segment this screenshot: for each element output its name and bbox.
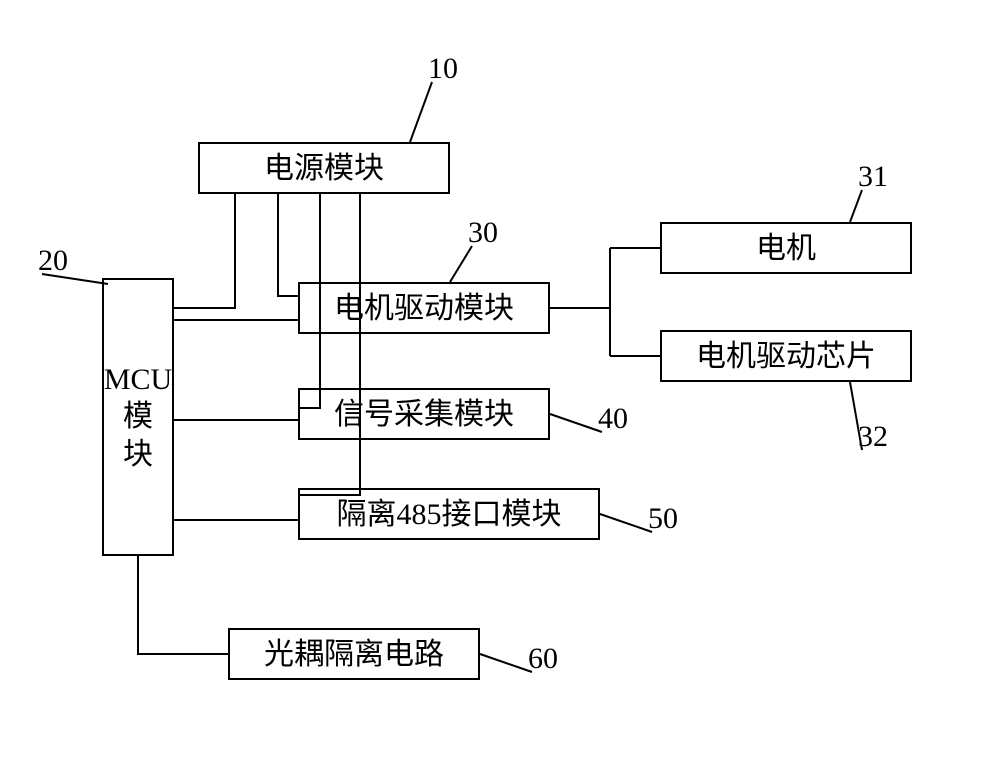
edge-mcu→opto [138, 556, 228, 654]
leader-30 [450, 246, 472, 282]
node-motor: 电机 [660, 222, 912, 274]
num-10: 10 [428, 52, 458, 86]
edge-power→mdrive [278, 194, 298, 296]
edge-power→iso485 [298, 194, 360, 495]
leader-60 [480, 654, 532, 672]
node-mcu-en: MCU [104, 361, 172, 399]
diagram-stage: 电源模块 MCU模块 电机驱动模块信号采集模块隔离485接口模块光耦隔离电路 电机电机… [0, 0, 1000, 775]
node-mdrive: 电机驱动模块 [298, 282, 550, 334]
num-50: 50 [648, 502, 678, 536]
leader-40 [550, 414, 602, 432]
num-60: 60 [528, 642, 558, 676]
leader-31 [850, 190, 862, 222]
node-mcu: MCU模块 [102, 278, 174, 556]
num-30: 30 [468, 216, 498, 250]
edge-power→mcu [174, 194, 235, 308]
num-40: 40 [598, 402, 628, 436]
node-opto: 光耦隔离电路 [228, 628, 480, 680]
num-31: 31 [858, 160, 888, 194]
node-power: 电源模块 [198, 142, 450, 194]
leader-50 [600, 514, 652, 532]
node-mchip: 电机驱动芯片 [660, 330, 912, 382]
num-20: 20 [38, 244, 68, 278]
node-iso485: 隔离485接口模块 [298, 488, 600, 540]
node-signal: 信号采集模块 [298, 388, 550, 440]
num-32: 32 [858, 420, 888, 454]
leader-10 [410, 82, 432, 142]
